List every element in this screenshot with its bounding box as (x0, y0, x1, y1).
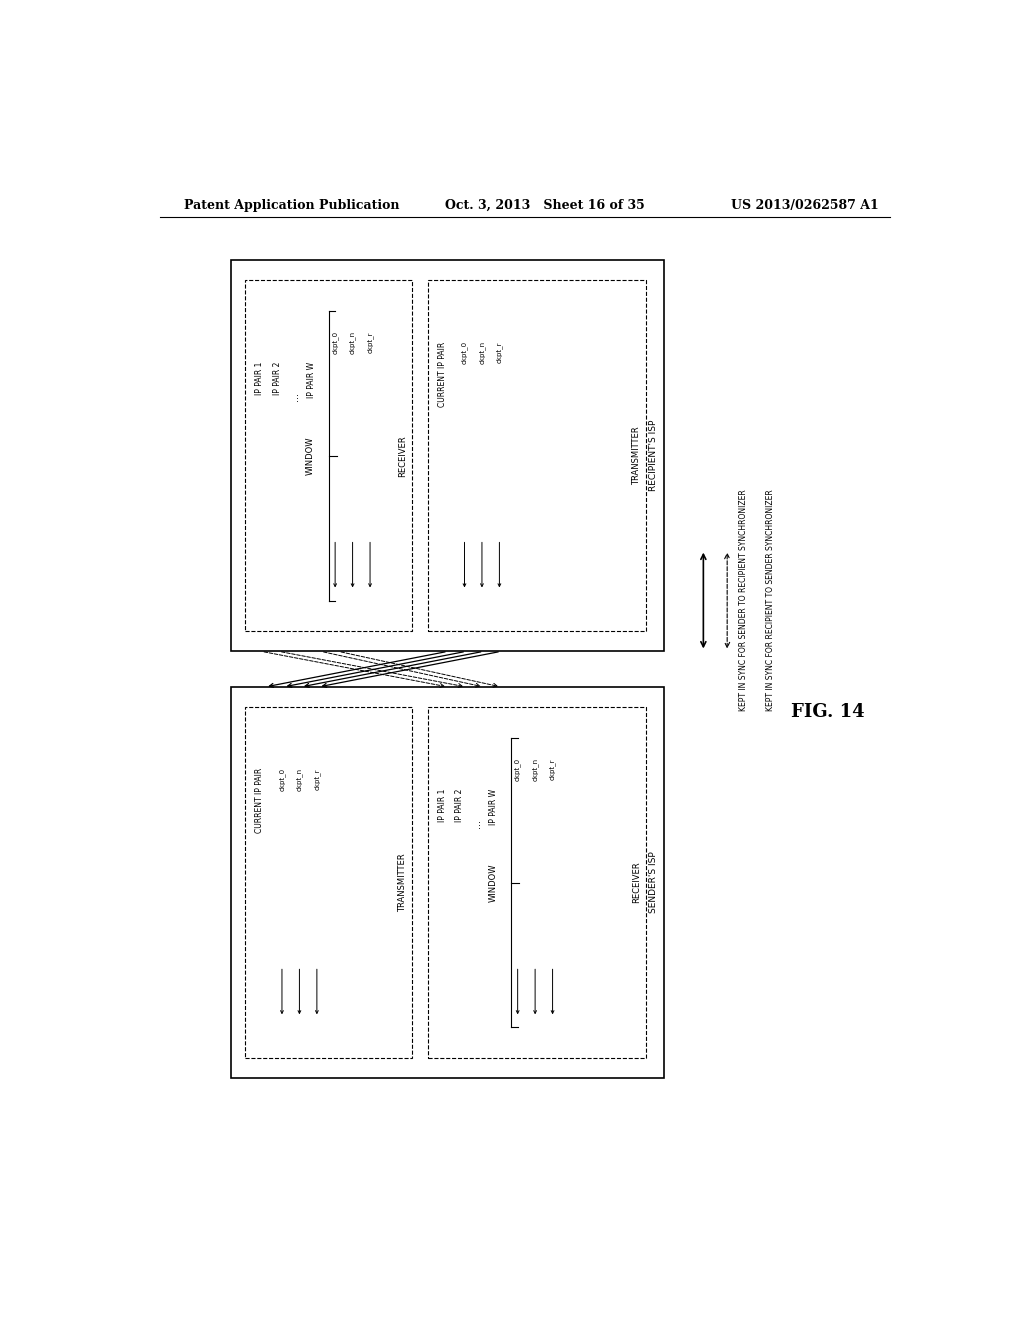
Bar (428, 280, 646, 631)
Text: WINDOW: WINDOW (306, 437, 315, 475)
Text: ckpt_r: ckpt_r (549, 758, 556, 780)
Text: ckpt_0: ckpt_0 (514, 758, 521, 781)
Text: ckpt_r: ckpt_r (313, 768, 321, 789)
Text: TRANSMITTER: TRANSMITTER (632, 426, 641, 484)
Bar (246, 280, 412, 631)
Text: IP PAIR 2: IP PAIR 2 (272, 362, 282, 395)
Text: WINDOW: WINDOW (488, 863, 498, 902)
Text: ckpt_r: ckpt_r (496, 342, 503, 363)
Text: ...: ... (472, 818, 482, 828)
Text: ckpt_n: ckpt_n (531, 758, 539, 781)
Text: CURRENT IP PAIR: CURRENT IP PAIR (438, 342, 446, 407)
Text: ckpt_0: ckpt_0 (332, 331, 339, 354)
Text: ...: ... (290, 392, 300, 401)
Bar (428, 708, 646, 1057)
Text: ckpt_n: ckpt_n (349, 331, 356, 354)
Text: SENDER'S ISP: SENDER'S ISP (649, 851, 657, 913)
Text: FIG. 14: FIG. 14 (791, 704, 864, 721)
Bar (231, 260, 664, 651)
Bar (231, 686, 664, 1078)
Text: RECEIVER: RECEIVER (632, 862, 641, 903)
Text: KEPT IN SYNC FOR RECIPIENT TO SENDER SYNCHRONIZER: KEPT IN SYNC FOR RECIPIENT TO SENDER SYN… (766, 490, 775, 711)
Text: IP PAIR 1: IP PAIR 1 (255, 362, 264, 395)
Text: ckpt_n: ckpt_n (296, 768, 303, 792)
Text: Oct. 3, 2013   Sheet 16 of 35: Oct. 3, 2013 Sheet 16 of 35 (445, 198, 645, 211)
Text: ckpt_n: ckpt_n (478, 342, 485, 364)
Text: IP PAIR W: IP PAIR W (307, 362, 315, 397)
Text: ckpt_0: ckpt_0 (461, 342, 468, 364)
Text: US 2013/0262587 A1: US 2013/0262587 A1 (731, 198, 879, 211)
Text: ckpt_0: ckpt_0 (279, 768, 286, 792)
Text: RECEIVER: RECEIVER (398, 434, 408, 477)
Text: Patent Application Publication: Patent Application Publication (183, 198, 399, 211)
Text: TRANSMITTER: TRANSMITTER (398, 853, 408, 912)
Text: IP PAIR 2: IP PAIR 2 (456, 788, 464, 822)
Text: KEPT IN SYNC FOR SENDER TO RECIPIENT SYNCHRONIZER: KEPT IN SYNC FOR SENDER TO RECIPIENT SYN… (738, 490, 748, 711)
Bar (246, 708, 412, 1057)
Text: RECIPIENT'S ISP: RECIPIENT'S ISP (649, 420, 657, 491)
Text: IP PAIR W: IP PAIR W (489, 788, 499, 825)
Text: IP PAIR 1: IP PAIR 1 (438, 788, 446, 822)
Text: ckpt_r: ckpt_r (367, 331, 374, 352)
Text: CURRENT IP PAIR: CURRENT IP PAIR (255, 768, 264, 833)
